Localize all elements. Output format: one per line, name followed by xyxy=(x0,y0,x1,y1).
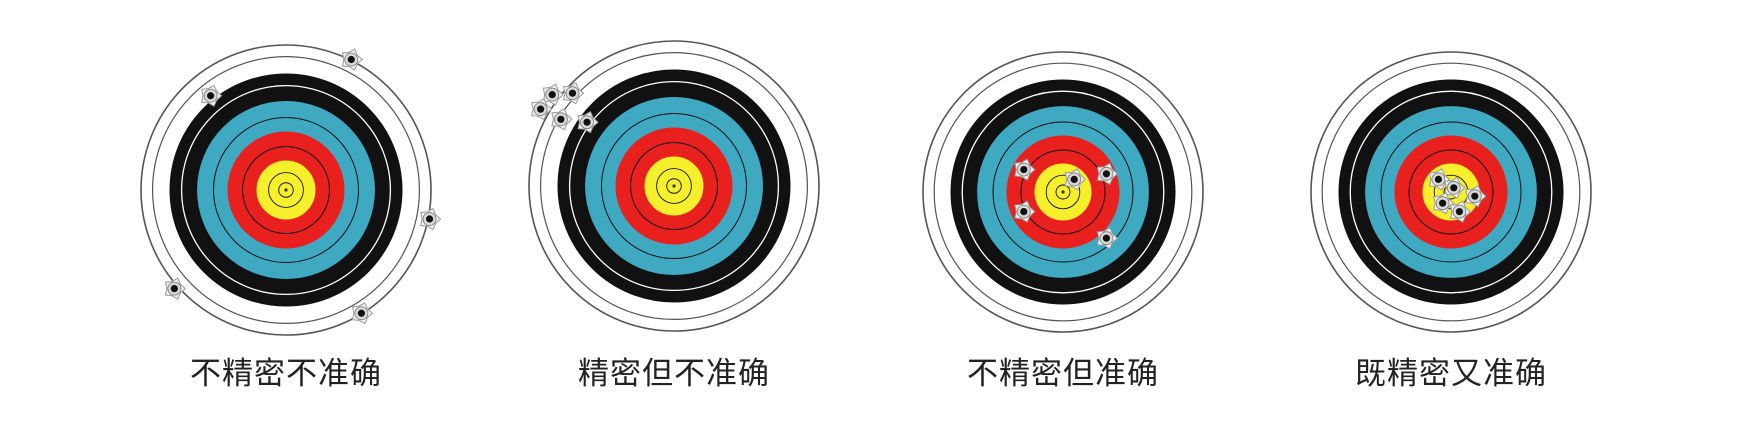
bullet-hole xyxy=(1014,158,1036,181)
bullet-hole xyxy=(1096,162,1119,186)
bullet-hole xyxy=(1449,200,1472,223)
target-caption-4: 既精密又准确 xyxy=(1355,356,1547,392)
target-caption-3: 不精密但准确 xyxy=(967,356,1159,392)
target-2 xyxy=(528,40,820,332)
target-caption-2: 精密但不准确 xyxy=(578,356,770,392)
bullet-hole xyxy=(1014,200,1036,223)
bullet-hole xyxy=(542,83,564,106)
bullet-hole xyxy=(341,48,364,71)
bullet-hole xyxy=(351,302,374,325)
bullet-hole xyxy=(420,207,442,231)
bullet-hole xyxy=(1433,191,1455,215)
bullet-hole xyxy=(201,84,223,107)
target-center xyxy=(1061,190,1065,194)
target-4 xyxy=(1310,51,1592,333)
target-center xyxy=(284,188,288,192)
target-1 xyxy=(140,44,442,336)
bullet-hole xyxy=(164,277,187,300)
bullet-hole xyxy=(1064,168,1086,191)
bullet-hole xyxy=(531,97,553,121)
bullet-hole xyxy=(1096,226,1119,250)
bullet-hole xyxy=(1465,184,1487,208)
bullet-hole xyxy=(562,81,585,105)
bullet-hole xyxy=(1444,176,1466,200)
target-caption-1: 不精密不准确 xyxy=(190,356,382,392)
bullet-hole xyxy=(551,108,573,131)
target-center xyxy=(672,184,676,188)
bullet-hole xyxy=(1428,168,1451,191)
bullet-hole xyxy=(577,110,599,134)
target-3 xyxy=(922,51,1204,333)
